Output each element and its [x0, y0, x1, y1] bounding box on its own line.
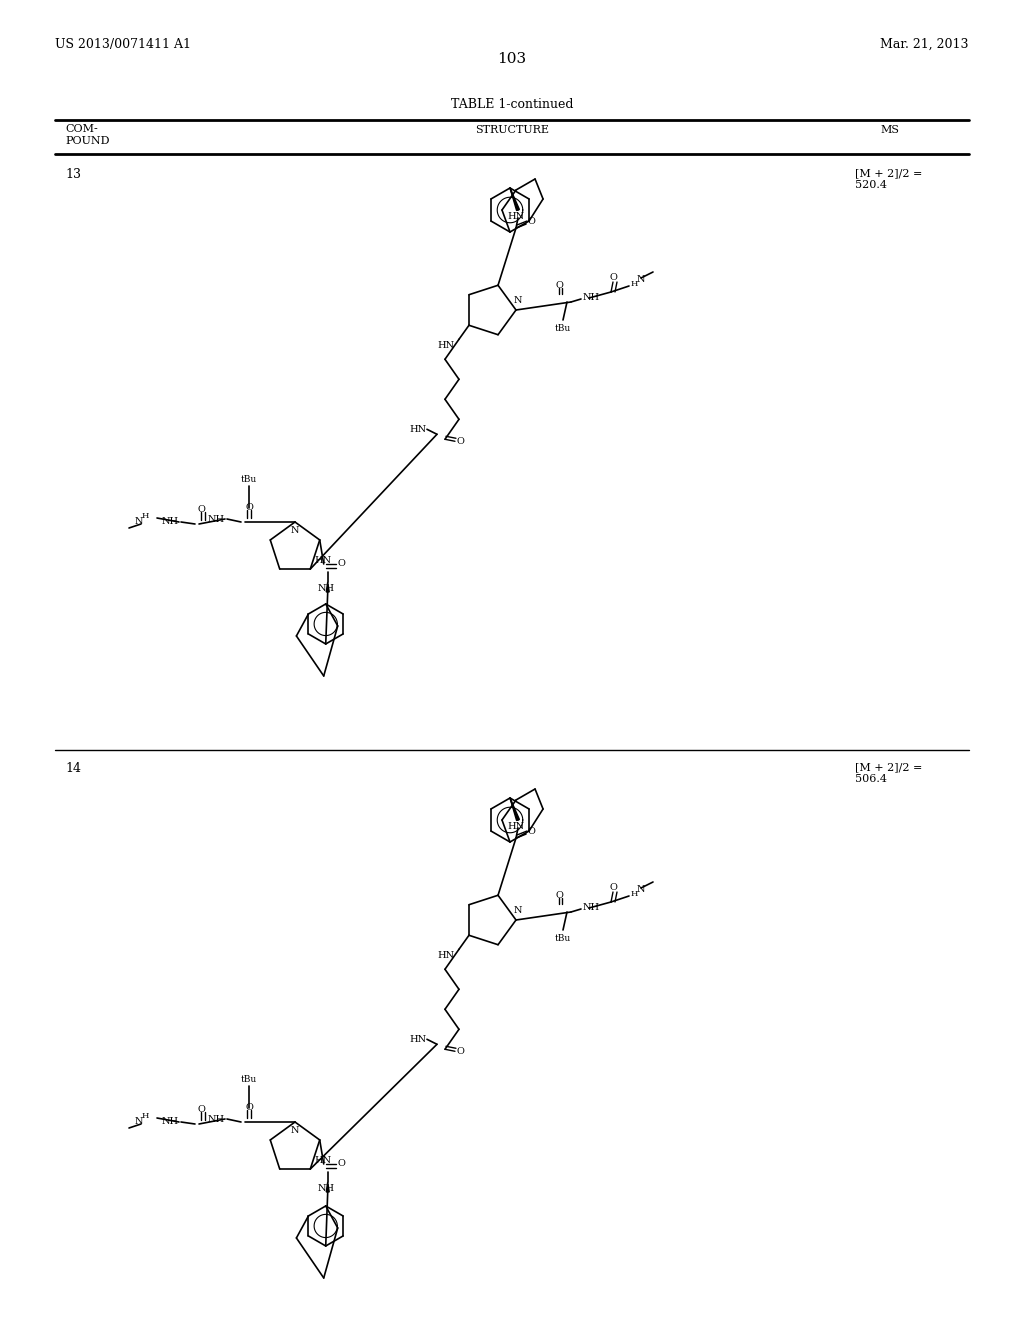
Text: POUND: POUND: [65, 136, 110, 147]
Text: N: N: [637, 276, 645, 285]
Text: COM-: COM-: [65, 124, 97, 135]
Text: 103: 103: [498, 51, 526, 66]
Polygon shape: [327, 1181, 330, 1192]
Text: O: O: [245, 503, 253, 512]
Text: tBu: tBu: [241, 1074, 257, 1084]
Text: [M + 2]/2 =
520.4: [M + 2]/2 = 520.4: [855, 168, 923, 190]
Text: NH: NH: [208, 1114, 225, 1123]
Text: NH: NH: [317, 583, 334, 593]
Text: H: H: [141, 1111, 150, 1119]
Text: N: N: [134, 1118, 143, 1126]
Text: O: O: [245, 1104, 253, 1113]
Polygon shape: [510, 187, 519, 210]
Text: O: O: [528, 828, 536, 837]
Polygon shape: [510, 799, 519, 821]
Text: O: O: [457, 437, 465, 446]
Text: [M + 2]/2 =
506.4: [M + 2]/2 = 506.4: [855, 762, 923, 784]
Text: STRUCTURE: STRUCTURE: [475, 125, 549, 135]
Text: HN: HN: [410, 425, 427, 434]
Text: O: O: [609, 273, 616, 282]
Text: 14: 14: [65, 762, 81, 775]
Text: N: N: [134, 517, 143, 527]
Text: TABLE 1-continued: TABLE 1-continued: [451, 98, 573, 111]
Text: HN: HN: [438, 952, 455, 960]
Text: NH: NH: [583, 293, 600, 301]
Text: US 2013/0071411 A1: US 2013/0071411 A1: [55, 38, 191, 51]
Text: O: O: [555, 891, 563, 900]
Text: O: O: [338, 560, 346, 569]
Text: O: O: [197, 1106, 205, 1114]
Text: O: O: [338, 1159, 346, 1168]
Text: HN: HN: [314, 1156, 332, 1166]
Text: O: O: [609, 883, 616, 892]
Text: O: O: [457, 1047, 465, 1056]
Text: H: H: [631, 890, 638, 898]
Text: H: H: [141, 512, 150, 520]
Polygon shape: [327, 582, 330, 591]
Text: O: O: [555, 281, 563, 290]
Text: N: N: [514, 906, 522, 915]
Text: HN: HN: [508, 213, 524, 220]
Text: O: O: [197, 506, 205, 515]
Text: N: N: [291, 1126, 299, 1135]
Text: Mar. 21, 2013: Mar. 21, 2013: [881, 38, 969, 51]
Text: NH: NH: [317, 1184, 334, 1193]
Text: tBu: tBu: [555, 935, 571, 942]
Text: NH: NH: [208, 515, 225, 524]
Text: tBu: tBu: [241, 475, 257, 484]
Text: HN: HN: [508, 822, 524, 832]
Text: H: H: [631, 280, 638, 288]
Text: HN: HN: [410, 1035, 427, 1044]
Text: O: O: [528, 218, 536, 227]
Text: NH: NH: [162, 517, 179, 527]
Text: MS: MS: [881, 125, 899, 135]
Text: N: N: [291, 525, 299, 535]
Text: NH: NH: [162, 1118, 179, 1126]
Text: N: N: [514, 296, 522, 305]
Text: N: N: [637, 886, 645, 895]
Text: HN: HN: [314, 556, 332, 565]
Text: 13: 13: [65, 168, 81, 181]
Text: tBu: tBu: [555, 323, 571, 333]
Text: HN: HN: [438, 342, 455, 350]
Text: NH: NH: [583, 903, 600, 912]
